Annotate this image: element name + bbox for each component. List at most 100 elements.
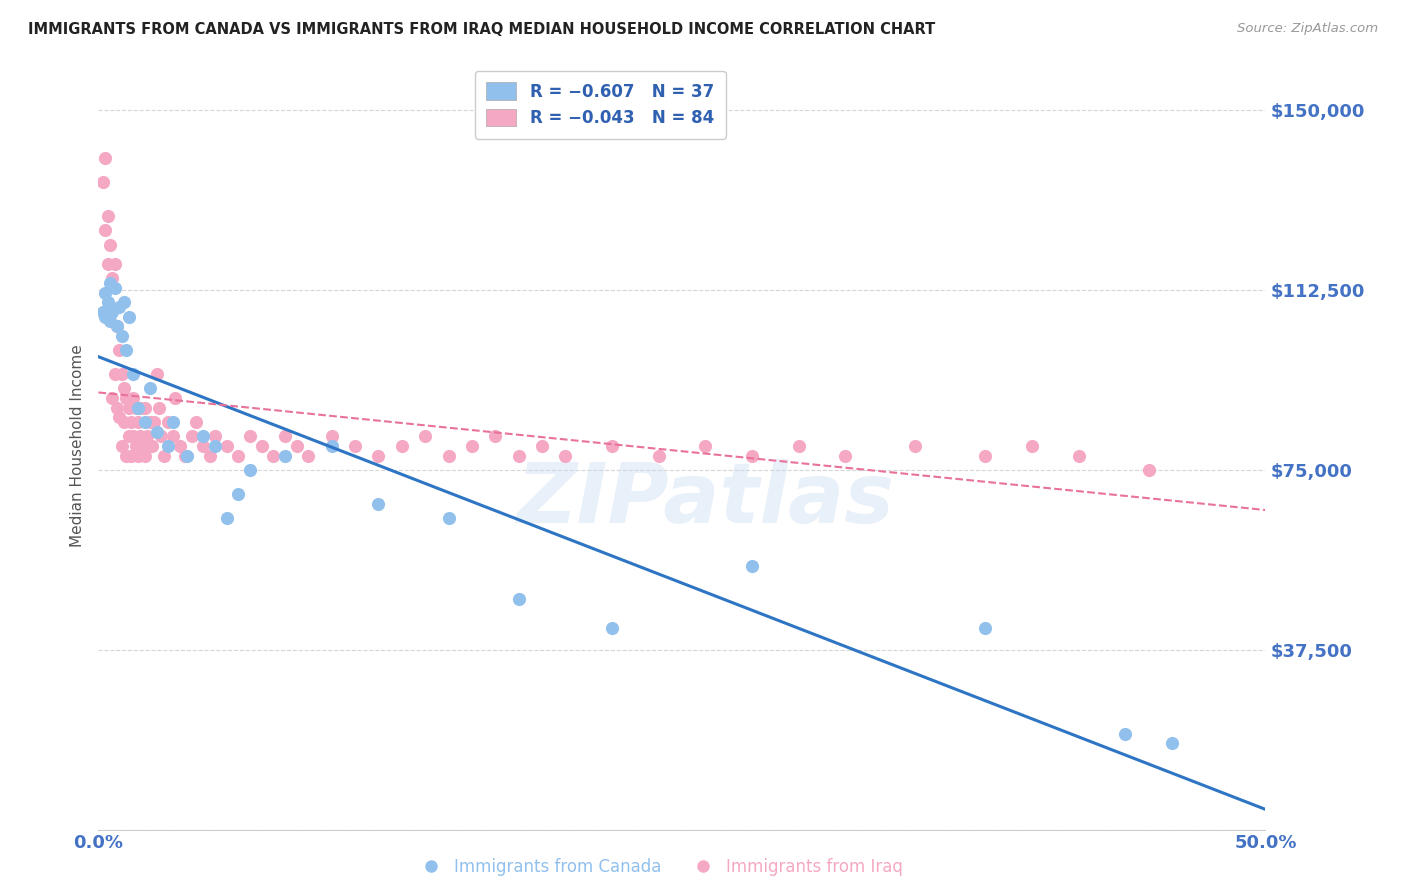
- Point: [173, 449, 195, 463]
- Point: [94, 151, 117, 165]
- Point: [461, 439, 484, 453]
- Point: [157, 439, 180, 453]
- Point: [108, 343, 131, 357]
- Point: [125, 401, 148, 415]
- Point: [111, 439, 134, 453]
- Point: [1137, 463, 1160, 477]
- Point: [111, 367, 134, 381]
- Point: [132, 439, 155, 453]
- Point: [157, 415, 180, 429]
- Point: [1114, 726, 1136, 740]
- Text: IMMIGRANTS FROM CANADA VS IMMIGRANTS FROM IRAQ MEDIAN HOUSEHOLD INCOME CORRELATI: IMMIGRANTS FROM CANADA VS IMMIGRANTS FRO…: [28, 22, 935, 37]
- Point: [165, 391, 187, 405]
- Point: [508, 592, 530, 607]
- Point: [101, 391, 124, 405]
- Point: [105, 319, 128, 334]
- Point: [152, 449, 174, 463]
- Point: [204, 429, 226, 443]
- Point: [115, 391, 138, 405]
- Point: [98, 276, 121, 290]
- Point: [834, 449, 856, 463]
- Point: [98, 304, 121, 318]
- Point: [127, 401, 149, 415]
- Point: [148, 401, 170, 415]
- Point: [285, 439, 308, 453]
- Point: [111, 328, 134, 343]
- Point: [101, 304, 124, 318]
- Point: [186, 415, 208, 429]
- Point: [239, 463, 262, 477]
- Point: [600, 439, 623, 453]
- Point: [94, 223, 117, 237]
- Point: [139, 382, 162, 396]
- Point: [129, 401, 152, 415]
- Point: [122, 429, 145, 443]
- Point: [204, 439, 226, 453]
- Legend: Immigrants from Canada, Immigrants from Iraq: Immigrants from Canada, Immigrants from …: [408, 851, 910, 882]
- Point: [134, 449, 156, 463]
- Point: [104, 257, 127, 271]
- Point: [215, 439, 238, 453]
- Point: [94, 310, 117, 324]
- Point: [105, 401, 128, 415]
- Point: [297, 449, 319, 463]
- Point: [125, 439, 148, 453]
- Point: [508, 449, 530, 463]
- Point: [104, 281, 127, 295]
- Point: [91, 304, 114, 318]
- Point: [134, 401, 156, 415]
- Point: [112, 382, 135, 396]
- Point: [321, 429, 343, 443]
- Point: [169, 439, 191, 453]
- Point: [112, 415, 135, 429]
- Point: [250, 439, 273, 453]
- Point: [115, 449, 138, 463]
- Point: [321, 439, 343, 453]
- Point: [97, 209, 120, 223]
- Point: [176, 449, 198, 463]
- Point: [200, 449, 222, 463]
- Point: [1161, 736, 1184, 750]
- Point: [787, 439, 810, 453]
- Point: [391, 439, 413, 453]
- Point: [215, 511, 238, 525]
- Point: [367, 496, 389, 510]
- Point: [101, 271, 124, 285]
- Point: [141, 439, 163, 453]
- Point: [97, 257, 120, 271]
- Text: Source: ZipAtlas.com: Source: ZipAtlas.com: [1237, 22, 1378, 36]
- Point: [193, 429, 215, 443]
- Point: [1021, 439, 1043, 453]
- Point: [129, 429, 152, 443]
- Point: [139, 415, 162, 429]
- Point: [1067, 449, 1090, 463]
- Point: [118, 310, 141, 324]
- Point: [120, 449, 142, 463]
- Point: [162, 415, 184, 429]
- Point: [437, 449, 460, 463]
- Y-axis label: Median Household Income: Median Household Income: [69, 344, 84, 548]
- Point: [484, 429, 506, 443]
- Point: [94, 285, 117, 300]
- Point: [122, 391, 145, 405]
- Point: [262, 449, 284, 463]
- Point: [695, 439, 717, 453]
- Point: [134, 415, 156, 429]
- Point: [647, 449, 669, 463]
- Point: [600, 621, 623, 635]
- Point: [974, 449, 997, 463]
- Point: [228, 487, 250, 501]
- Point: [97, 295, 120, 310]
- Point: [120, 415, 142, 429]
- Point: [98, 314, 121, 328]
- Point: [98, 237, 121, 252]
- Point: [127, 415, 149, 429]
- Point: [367, 449, 389, 463]
- Point: [146, 367, 169, 381]
- Point: [118, 429, 141, 443]
- Point: [530, 439, 553, 453]
- Point: [228, 449, 250, 463]
- Point: [105, 319, 128, 334]
- Point: [274, 449, 297, 463]
- Point: [274, 429, 297, 443]
